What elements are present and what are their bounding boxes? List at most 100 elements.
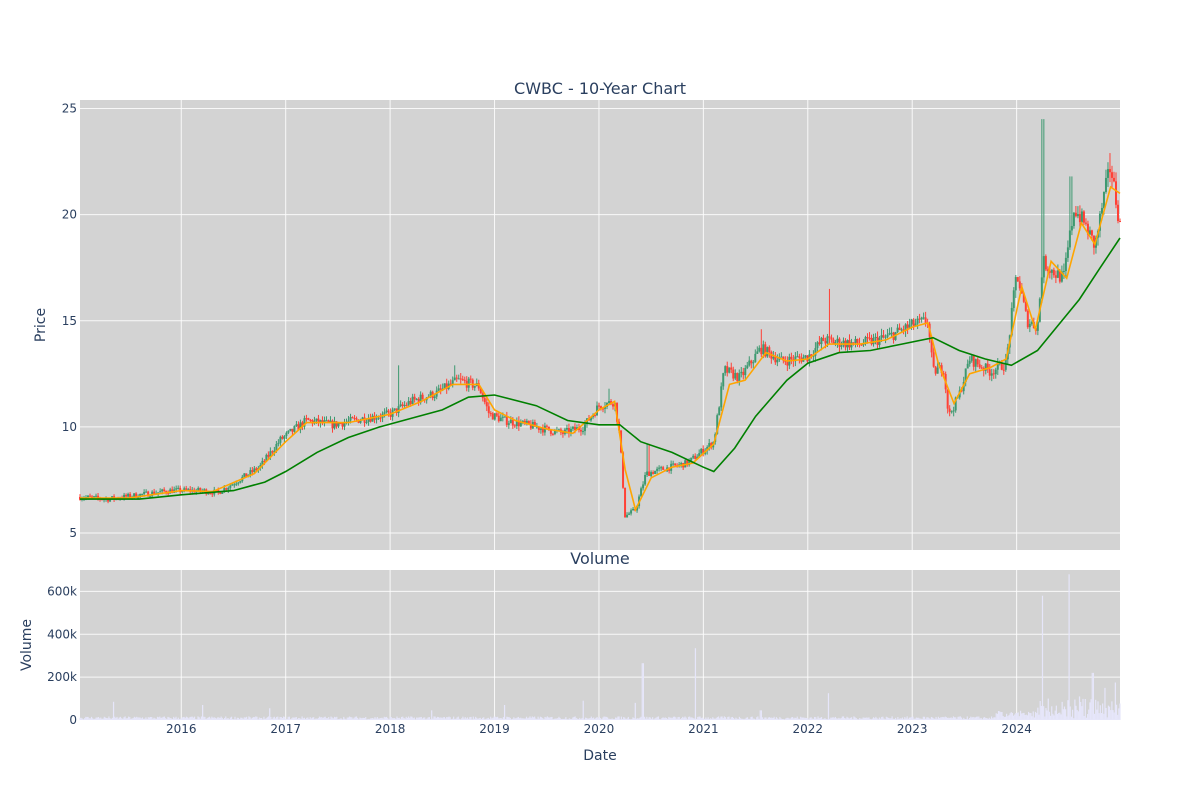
candle-body <box>499 417 502 422</box>
volume-bar <box>346 717 348 720</box>
volume-bar <box>662 717 664 720</box>
candle-body <box>107 498 110 502</box>
candle-body <box>291 428 294 432</box>
volume-bar <box>589 717 591 720</box>
volume-bar <box>685 717 687 720</box>
volume-bar <box>336 716 338 720</box>
volume-bar <box>616 717 618 720</box>
candle-body <box>798 356 801 358</box>
candle-body <box>794 356 797 362</box>
volume-bar <box>980 717 982 720</box>
volume-bar <box>945 717 948 720</box>
volume-bar <box>1031 716 1033 720</box>
volume-bar <box>1016 713 1018 720</box>
volume-bar <box>425 719 427 720</box>
candle-body <box>906 324 909 328</box>
volume-bar <box>750 716 752 720</box>
candle-body <box>523 420 526 423</box>
volume-bar <box>86 716 88 720</box>
volume-bar <box>274 718 277 720</box>
volume-bar <box>671 717 673 720</box>
x-tick-label: 2016 <box>166 722 197 736</box>
candle-body <box>299 422 302 430</box>
candle-body <box>487 406 490 414</box>
volume-bar <box>534 716 536 720</box>
volume-bar <box>324 716 326 720</box>
candle-body <box>654 470 657 474</box>
volume-bar <box>374 717 376 720</box>
volume-bar <box>554 718 557 720</box>
volume-bar <box>638 718 640 720</box>
volume-bar <box>1017 712 1019 720</box>
volume-bar <box>760 710 762 720</box>
volume-bar <box>181 718 183 720</box>
volume-bar <box>804 717 806 720</box>
candle-body <box>359 420 362 423</box>
candle-body <box>509 419 512 424</box>
volume-bar <box>1104 687 1106 720</box>
candle-body <box>836 338 839 343</box>
candle-body <box>369 418 372 422</box>
candle-body <box>239 481 242 483</box>
candle-body <box>912 319 915 327</box>
volume-bar <box>825 719 827 720</box>
candle-body <box>397 406 400 413</box>
candle-body <box>840 345 843 347</box>
candle-body <box>295 424 298 427</box>
volume-bar <box>723 716 725 720</box>
volume-bar <box>439 717 441 720</box>
volume-bar <box>722 717 724 720</box>
volume-bar <box>1007 716 1009 720</box>
candle-body <box>553 430 556 435</box>
candle-body <box>495 413 498 416</box>
volume-bar <box>210 718 212 720</box>
volume-bar <box>322 718 324 720</box>
volume-bar <box>860 718 862 720</box>
candle-body <box>377 417 380 419</box>
volume-bar <box>624 717 626 720</box>
candle-body <box>583 424 586 432</box>
volume-bar <box>713 718 715 720</box>
candle-body <box>477 383 480 389</box>
volume-bar <box>1092 672 1094 720</box>
candle-body <box>235 483 238 485</box>
candle-body <box>1106 169 1109 178</box>
volume-bar <box>441 718 443 720</box>
volume-bar <box>910 717 912 720</box>
volume-bar <box>426 718 428 720</box>
volume-bar <box>234 716 236 720</box>
volume-bar <box>1011 712 1014 720</box>
candle-body <box>183 488 186 492</box>
volume-bar <box>455 718 457 720</box>
candle-body <box>632 508 635 511</box>
volume-bar <box>1114 682 1116 720</box>
volume-bar <box>461 718 463 720</box>
volume-bar <box>377 718 380 720</box>
volume-bar <box>937 716 939 720</box>
volume-bar <box>510 719 513 720</box>
volume-bar <box>399 718 402 720</box>
candle-body <box>387 410 390 413</box>
candle-body <box>141 493 144 495</box>
volume-bar <box>730 717 732 720</box>
volume-bar <box>133 716 135 720</box>
candle-body <box>826 336 829 344</box>
volume-bar <box>521 718 523 720</box>
candle-body <box>984 363 987 371</box>
candle-body <box>1000 362 1003 370</box>
volume-bar <box>1012 715 1015 720</box>
volume-bar <box>416 717 418 720</box>
volume-bar <box>224 717 226 720</box>
volume-bar <box>728 716 730 720</box>
candle-body <box>335 421 338 427</box>
volume-bar <box>745 717 747 720</box>
volume-bar <box>1053 715 1055 720</box>
volume-bar <box>768 717 771 720</box>
volume-bar <box>387 718 389 720</box>
candle-body <box>1012 290 1015 308</box>
volume-bar <box>798 718 801 720</box>
volume-bar <box>111 717 113 720</box>
volume-bar <box>986 718 988 720</box>
candle-body <box>415 398 418 400</box>
volume-bar <box>837 718 839 720</box>
